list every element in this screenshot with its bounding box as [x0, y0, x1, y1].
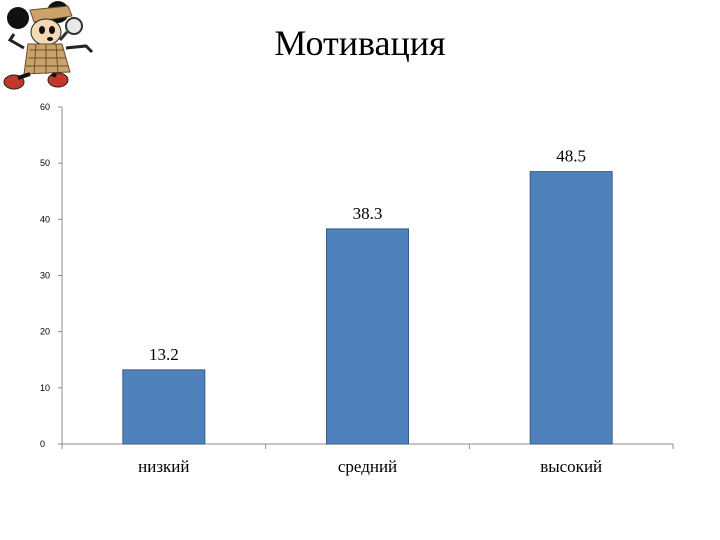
chart-bars [122, 171, 613, 445]
x-category-label: средний [338, 457, 397, 476]
data-label: 38.3 [353, 204, 383, 223]
y-axis-ticks: 0 10 20 30 40 50 60 [40, 102, 62, 449]
bar [326, 228, 409, 445]
data-label: 48.5 [556, 147, 586, 166]
y-tick-label: 30 [40, 271, 50, 281]
y-tick-label: 0 [40, 439, 45, 449]
bar [529, 171, 613, 445]
y-tick-label: 50 [40, 158, 50, 168]
y-tick-label: 10 [40, 383, 50, 393]
data-label: 13.2 [149, 345, 179, 364]
chart-labels: 13.2 низкий 38.3 средний 48.5 высокий [138, 147, 602, 476]
y-tick-label: 20 [40, 327, 50, 337]
y-tick-label: 40 [40, 214, 50, 224]
slide-title: Мотивация [274, 23, 446, 63]
x-category-label: высокий [540, 457, 602, 476]
cartoon-mouse-detective-icon [3, 1, 94, 90]
x-category-label: низкий [138, 457, 189, 476]
bar [122, 369, 206, 445]
y-tick-label: 60 [40, 102, 50, 112]
